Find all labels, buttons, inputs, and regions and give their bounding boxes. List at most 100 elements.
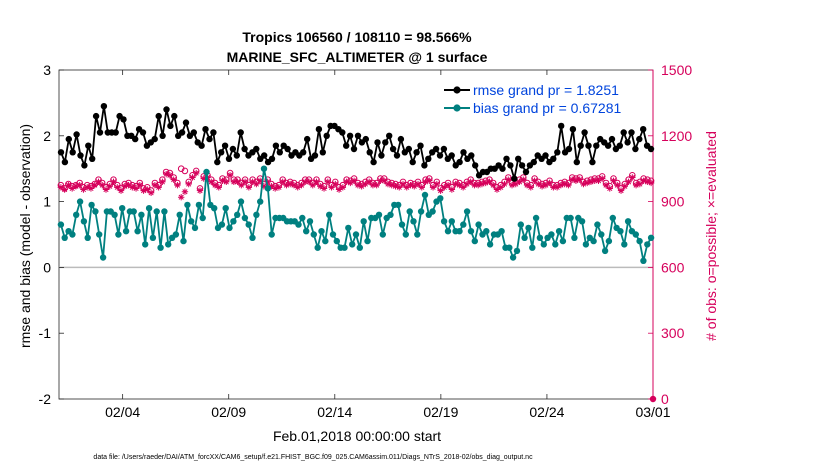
evaluated-point: [625, 178, 632, 186]
rmse-point: [362, 135, 369, 143]
evaluated-point: [369, 181, 377, 189]
bias-point: [222, 205, 229, 212]
evaluated-point: [497, 184, 504, 191]
x-tick-label: 02/24: [529, 404, 564, 420]
evaluated-point: [253, 180, 260, 188]
rmse-point: [112, 129, 119, 136]
evaluated-point: [441, 184, 448, 191]
evaluated-point: [275, 184, 283, 191]
rmse-point: [96, 129, 104, 136]
bias-point: [188, 218, 195, 225]
rmse-point: [139, 129, 147, 136]
evaluated-point: [114, 184, 121, 191]
bias-point: [153, 208, 160, 215]
bias-point: [226, 224, 233, 232]
rmse-point: [261, 152, 268, 159]
evaluated-point: [320, 185, 328, 192]
evaluated-point: [200, 175, 207, 182]
rmse-point: [417, 142, 424, 149]
bias-point: [130, 208, 137, 215]
evaluated-point: [117, 187, 125, 194]
rmse-point: [409, 158, 416, 166]
evaluated-point: [106, 183, 113, 190]
evaluated-point: [211, 181, 219, 189]
evaluated-point: [384, 180, 392, 188]
x-tick-label: 02/14: [317, 404, 352, 420]
evaluated-point: [102, 186, 110, 193]
rmse-point: [413, 149, 420, 156]
evaluated-point: [294, 184, 301, 191]
rmse-point: [616, 142, 623, 149]
rmse-point: [378, 152, 385, 159]
rmse-point: [397, 135, 405, 143]
rmse-point: [210, 129, 217, 136]
bias-point: [567, 214, 574, 222]
evaluated-point: [99, 181, 106, 189]
bias-point: [306, 218, 314, 225]
evaluated-point: [644, 178, 651, 186]
evaluated-point: [256, 177, 264, 184]
bias-point: [555, 228, 563, 235]
rmse-point: [624, 139, 631, 146]
evaluated-point: [448, 186, 456, 193]
bias-point: [647, 234, 655, 241]
evaluated-point: [151, 181, 159, 189]
evaluated-point: [490, 181, 497, 189]
y-axis-right-label: # of obs: o=possible; ×=evaluated: [703, 131, 719, 341]
bias-point: [506, 244, 513, 251]
y-tick-label: -2: [39, 391, 52, 407]
evaluated-point: [260, 183, 268, 190]
x-tick-label: 02/19: [423, 404, 458, 420]
bias-point: [203, 168, 210, 176]
bias-point: [314, 244, 321, 251]
chart-subtitle: MARINE_SFC_ALTIMETER @ 1 surface: [227, 49, 488, 65]
evaluated-point: [392, 183, 399, 190]
legend-bias-marker: [453, 104, 461, 112]
rmse-point: [89, 155, 96, 162]
evaluated-point: [177, 194, 185, 201]
rmse-point: [382, 139, 389, 146]
x-tick-label: 02/04: [105, 404, 140, 420]
rmse-point: [198, 142, 205, 149]
evaluated-point: [550, 184, 557, 191]
bias-point: [218, 221, 226, 228]
rmse-point: [448, 152, 455, 159]
rmse-point: [581, 129, 588, 136]
rmse-point: [253, 145, 260, 153]
evaluated-point: [80, 186, 87, 193]
evaluated-point: [174, 181, 181, 189]
evaluated-point: [377, 177, 384, 184]
evaluated-point: [354, 181, 362, 189]
bias-point: [195, 201, 203, 209]
evaluated-point: [580, 180, 587, 188]
evaluated-point: [147, 189, 155, 197]
evaluated-point: [647, 179, 655, 187]
data-file-footer: data file: /Users/raeder/DAI/ATM_forcXX/…: [93, 454, 533, 461]
rmse-point: [577, 142, 584, 149]
bias-point: [230, 218, 237, 225]
evaluated-point: [531, 177, 538, 184]
evaluated-point: [61, 186, 68, 193]
rmse-point: [284, 145, 291, 153]
rmse-point: [272, 142, 280, 149]
evaluated-point: [181, 188, 189, 195]
evaluated-point: [136, 181, 144, 189]
rmse-point: [159, 132, 166, 139]
rmse-point: [585, 142, 592, 149]
bias-point: [475, 221, 482, 228]
rmse-point: [393, 152, 401, 159]
rmse-point: [241, 145, 248, 153]
bias-point: [76, 198, 84, 205]
rmse-point: [468, 152, 475, 159]
x-tick-label: 02/09: [211, 404, 246, 420]
evaluated-point: [617, 187, 625, 194]
rmse-point: [354, 132, 362, 139]
bias-point: [142, 241, 149, 248]
evaluated-point: [76, 181, 83, 189]
bias-point: [417, 208, 425, 215]
bias-point: [402, 231, 409, 238]
bias-point: [303, 228, 310, 235]
evaluated-point: [189, 174, 196, 181]
rmse-point: [276, 149, 283, 156]
bias-point: [184, 201, 191, 209]
